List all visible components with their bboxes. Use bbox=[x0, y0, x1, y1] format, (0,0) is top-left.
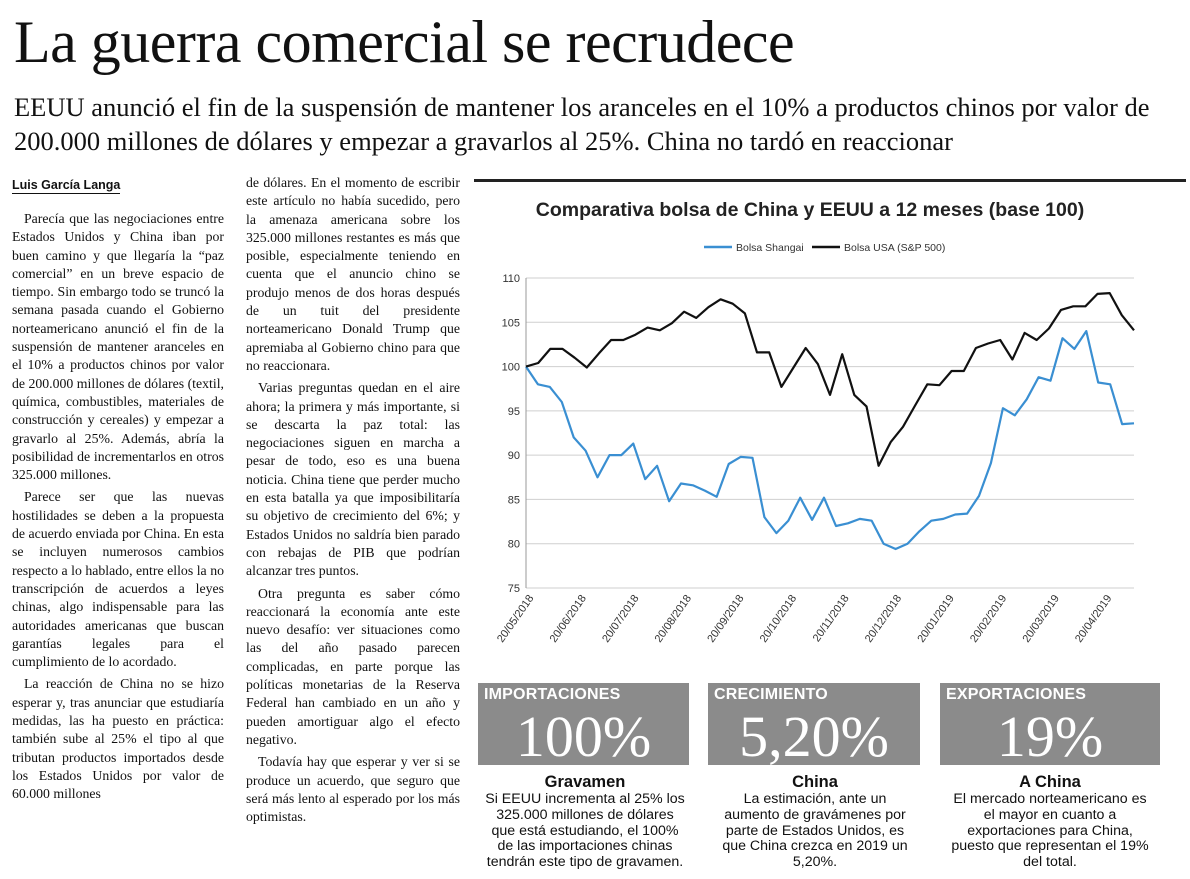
stock-comparison-chart: Comparativa bolsa de China y EEUU a 12 m… bbox=[495, 199, 1135, 645]
x-tick-label: 20/09/2018 bbox=[705, 593, 746, 645]
caption-line: que está estudiando, el 100% bbox=[491, 822, 679, 839]
caption-importaciones: Gravamen Si EEUU incrementa al 25% los 3… bbox=[470, 772, 700, 871]
chart-top-rule bbox=[474, 179, 1186, 182]
caption-line: La estimación, ante un bbox=[743, 791, 887, 807]
x-tick-label: 20/12/2018 bbox=[863, 593, 904, 645]
caption-title: China bbox=[792, 773, 838, 791]
x-tick-label: 20/03/2019 bbox=[1020, 593, 1061, 645]
caption-line: aumento de gravámenes por bbox=[724, 806, 906, 823]
x-tick-label: 20/01/2019 bbox=[915, 593, 956, 645]
y-tick-label: 105 bbox=[502, 317, 520, 329]
y-tick-label: 85 bbox=[508, 494, 520, 506]
series-line-usa bbox=[525, 291, 1135, 467]
caption-line: 5,20%. bbox=[792, 854, 838, 871]
caption-line: exportaciones para China, bbox=[967, 822, 1133, 839]
caption-line: Si EEUU incrementa al 25% los bbox=[485, 791, 685, 807]
paragraph: Parecía que las negociaciones entre Esta… bbox=[12, 211, 224, 483]
stat-value: 100% bbox=[515, 704, 652, 769]
stat-label: CRECIMIENTO bbox=[714, 686, 828, 703]
x-tick-label: 20/10/2018 bbox=[758, 593, 799, 645]
legend-label-shangai: Bolsa Shangai bbox=[736, 242, 804, 254]
x-tick-label: 20/02/2019 bbox=[968, 593, 1009, 645]
x-tick-label: 20/05/2018 bbox=[495, 593, 536, 645]
series-line-shangai bbox=[525, 330, 1135, 551]
x-tick-label: 20/04/2019 bbox=[1073, 593, 1114, 645]
x-tick-label: 20/08/2018 bbox=[653, 593, 694, 645]
y-tick-label: 75 bbox=[508, 583, 520, 595]
y-tick-label: 90 bbox=[508, 450, 520, 462]
caption-line: puesto que representan el 19% bbox=[951, 838, 1149, 855]
byline: Luis García Langa bbox=[12, 178, 121, 194]
paragraph: Todavía hay que esperar y ver si se prod… bbox=[246, 754, 460, 825]
caption-line: del total. bbox=[1023, 854, 1077, 871]
stat-value: 19% bbox=[996, 704, 1104, 769]
x-tick-label: 20/06/2018 bbox=[548, 593, 589, 645]
caption-line: El mercado norteamericano es bbox=[953, 791, 1147, 807]
stat-label: IMPORTACIONES bbox=[484, 686, 621, 703]
caption-title: A China bbox=[1019, 773, 1081, 791]
stat-box-exportaciones: EXPORTACIONES 19% bbox=[940, 683, 1160, 769]
caption-crecimiento: China La estimación, ante un aumento de … bbox=[700, 772, 930, 871]
headline: La guerra comercial se recrudece bbox=[14, 9, 795, 75]
caption-line: 325.000 millones de dólares bbox=[496, 806, 674, 823]
legend-label-usa: Bolsa USA (S&P 500) bbox=[844, 242, 945, 254]
paragraph: La reacción de China no se hizo esperar … bbox=[12, 676, 224, 802]
x-tick-label: 20/11/2018 bbox=[811, 593, 852, 644]
chart-legend: Bolsa Shangai Bolsa USA (S&P 500) bbox=[704, 242, 945, 254]
y-tick-label: 110 bbox=[502, 273, 520, 285]
stat-box-importaciones: IMPORTACIONES 100% bbox=[478, 683, 689, 769]
caption-line: que China crezca en 2019 un bbox=[722, 838, 908, 855]
subhead: EEUU anunció el fin de la suspensión de … bbox=[14, 92, 1150, 156]
caption-line: tendrán este tipo de gravamen. bbox=[486, 854, 684, 871]
paragraph: de dólares. En el momento de escribir es… bbox=[246, 175, 460, 373]
article-column-1: Parecía que las negociaciones entre Esta… bbox=[12, 210, 224, 808]
caption-title: Gravamen bbox=[544, 773, 626, 791]
paragraph: Parece ser que las nuevas hostilidades s… bbox=[12, 489, 224, 670]
paragraph: Varias preguntas quedan en el aire ahora… bbox=[246, 380, 460, 579]
chart-title: Comparativa bolsa de China y EEUU a 12 m… bbox=[536, 199, 1084, 221]
x-tick-label: 20/07/2018 bbox=[600, 593, 641, 645]
y-tick-label: 100 bbox=[502, 362, 520, 374]
stat-value: 5,20% bbox=[739, 704, 889, 769]
caption-line: parte de Estados Unidos, es bbox=[725, 822, 905, 839]
paragraph: Otra pregunta es saber cómo reaccionará … bbox=[246, 585, 460, 747]
caption-exportaciones: A China El mercado norteamericano es el … bbox=[932, 772, 1168, 871]
stat-box-crecimiento: CRECIMIENTO 5,20% bbox=[708, 683, 920, 769]
article-column-2: de dólares. En el momento de escribir es… bbox=[246, 174, 460, 830]
caption-line: el mayor en cuanto a bbox=[983, 806, 1117, 823]
y-tick-label: 95 bbox=[508, 406, 520, 418]
caption-line: de las importaciones chinas bbox=[497, 838, 673, 855]
stat-label: EXPORTACIONES bbox=[946, 686, 1087, 703]
y-tick-label: 80 bbox=[508, 539, 520, 551]
